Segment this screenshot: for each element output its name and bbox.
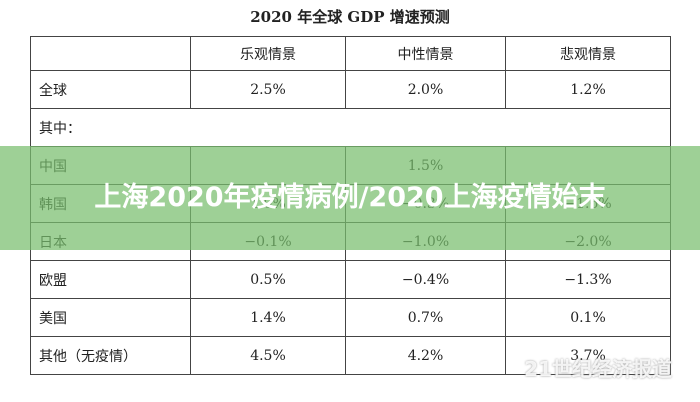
- table-cell: 2.5%: [190, 70, 346, 109]
- table-cell: 3.7%: [505, 336, 671, 375]
- table-cell: 0.1%: [505, 298, 671, 337]
- table-row: 其他（无疫情） 4.5% 4.2% 3.7%: [30, 336, 671, 375]
- table-cell: 中性情景: [345, 36, 506, 71]
- watermark: 21世纪经济报道: [524, 357, 672, 381]
- table-cell: 0.7%: [345, 298, 506, 337]
- banner-text: 上海2020年疫情病例/2020上海疫情始末: [94, 182, 606, 213]
- table-cell: 其他（无疫情）: [30, 336, 191, 375]
- table-cell: 悲观情景: [505, 36, 671, 71]
- header-row: 乐观情景 中性情景 悲观情景: [30, 36, 671, 71]
- table-cell: 其中：: [30, 108, 671, 147]
- table-cell: 4.5%: [190, 336, 346, 375]
- table-cell: 0.5%: [190, 260, 346, 299]
- table-row: 美国 1.4% 0.7% 0.1%: [30, 298, 671, 337]
- table-cell: 1.2%: [505, 70, 671, 109]
- table-title: 2020 年全球 GDP 增速预测: [250, 8, 450, 26]
- banner: 上海2020年疫情病例/2020上海疫情始末: [0, 146, 700, 250]
- table-cell: 1.4%: [190, 298, 346, 337]
- table-cell: 美国: [30, 298, 191, 337]
- table-cell: 乐观情景: [190, 36, 346, 71]
- table-cell: 4.2%: [345, 336, 506, 375]
- table-cell: [30, 36, 191, 71]
- table-cell: −0.4%: [345, 260, 506, 299]
- table-cell: 2.0%: [345, 70, 506, 109]
- table-cell: 全球: [30, 70, 191, 109]
- table-cell: −1.3%: [505, 260, 671, 299]
- table-row: 欧盟 0.5% −0.4% −1.3%: [30, 260, 671, 299]
- table-cell: 欧盟: [30, 260, 191, 299]
- table-row: 全球 2.5% 2.0% 1.2%: [30, 70, 671, 109]
- table-row: 其中：: [30, 108, 671, 147]
